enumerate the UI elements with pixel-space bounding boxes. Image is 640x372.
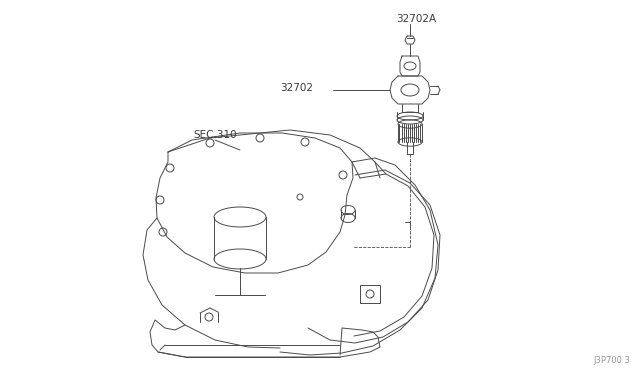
Text: SEC.310: SEC.310 xyxy=(193,130,237,140)
Text: 32702: 32702 xyxy=(280,83,313,93)
Text: J3P700 3: J3P700 3 xyxy=(593,356,630,365)
Text: 32702A: 32702A xyxy=(396,14,436,24)
